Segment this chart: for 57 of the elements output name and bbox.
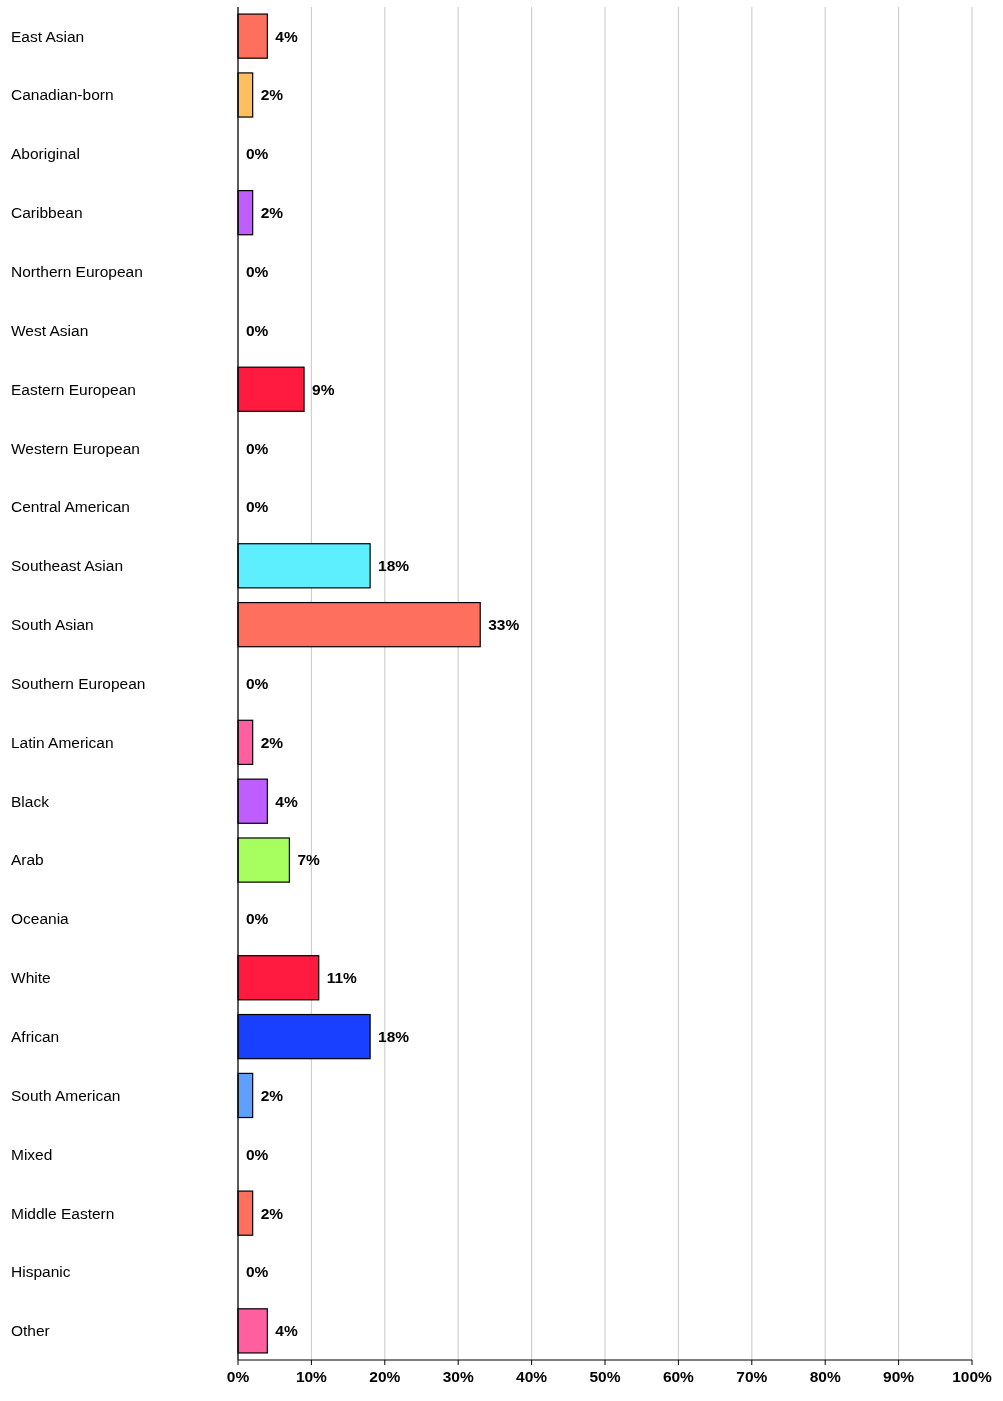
data-label: 2% <box>260 1204 284 1222</box>
x-tick-label: 10% <box>295 1368 328 1385</box>
x-tick-label: 80% <box>809 1368 841 1385</box>
y-tick-label: Caribbean <box>11 204 83 222</box>
x-tick-label: 90% <box>883 1368 915 1385</box>
x-tick-label: 100% <box>952 1368 993 1385</box>
data-label: 2% <box>260 1086 284 1104</box>
y-tick-label: South Asian <box>11 616 94 634</box>
x-tick-label: 50% <box>589 1368 621 1385</box>
data-label: 4% <box>275 1322 298 1340</box>
x-tick-label: 70% <box>736 1368 768 1385</box>
y-tick-label: Mixed <box>11 1145 53 1163</box>
y-tick-label: Hispanic <box>11 1263 71 1281</box>
y-tick-label: Southern European <box>11 674 146 692</box>
data-label: 0% <box>246 439 269 457</box>
y-tick-label: West Asian <box>11 321 89 339</box>
data-label: 18% <box>378 1028 410 1046</box>
data-label: 0% <box>246 145 269 163</box>
x-tick-label: 30% <box>442 1368 474 1385</box>
x-tick-label: 0% <box>226 1368 250 1385</box>
data-label: 2% <box>260 86 284 104</box>
y-tick-label: Other <box>11 1322 50 1340</box>
data-label: 0% <box>246 498 269 516</box>
data-label: 9% <box>312 380 335 398</box>
y-tick-label: Northern European <box>11 262 143 280</box>
y-tick-label: Aboriginal <box>11 145 80 163</box>
y-tick-label: Middle Eastern <box>11 1204 115 1222</box>
y-tick-label: South American <box>11 1086 121 1104</box>
data-label: 18% <box>378 557 410 575</box>
data-label: 2% <box>260 733 284 751</box>
x-tick-label: 60% <box>662 1368 695 1385</box>
x-tick-label: 20% <box>369 1368 401 1385</box>
y-tick-label: Arab <box>11 851 44 869</box>
y-tick-label: Latin American <box>11 733 114 751</box>
y-tick-label: White <box>11 969 51 987</box>
y-tick-label: Western European <box>11 439 140 457</box>
y-tick-label: Southeast Asian <box>11 557 124 575</box>
data-label: 7% <box>297 851 320 869</box>
data-label: 0% <box>246 1263 269 1281</box>
y-tick-label: East Asian <box>11 27 85 45</box>
y-tick-label: Central American <box>11 498 130 516</box>
data-label: 0% <box>246 321 269 339</box>
x-tick-label: 40% <box>516 1368 548 1385</box>
data-label: 4% <box>275 27 298 45</box>
y-tick-label: African <box>11 1028 60 1046</box>
data-label: 33% <box>488 616 520 634</box>
data-label: 11% <box>326 969 358 987</box>
data-label: 0% <box>246 910 269 928</box>
y-tick-label: Eastern European <box>11 380 136 398</box>
data-label: 0% <box>246 1145 269 1163</box>
data-label: 2% <box>260 204 284 222</box>
data-label: 0% <box>246 674 269 692</box>
y-tick-label: Canadian-born <box>11 86 114 104</box>
data-label: 0% <box>246 262 269 280</box>
y-tick-label: Oceania <box>11 910 70 928</box>
y-tick-label: Black <box>11 792 50 810</box>
data-label: 4% <box>275 792 298 810</box>
